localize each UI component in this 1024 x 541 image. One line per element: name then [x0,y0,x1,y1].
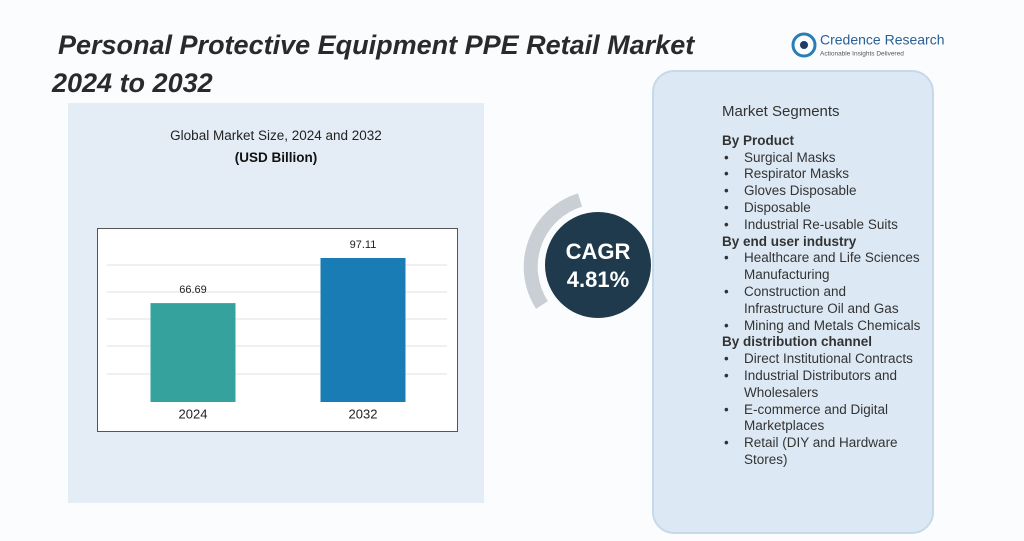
chart-title: Global Market Size, 2024 and 2032 [170,128,382,143]
segment-item: Direct Institutional Contracts [722,351,922,368]
segment-heading: By distribution channel [722,334,873,350]
cagr-ring [523,193,583,309]
title-years: 2024 to 2032 [52,68,213,98]
logo-name: Credence Research [820,32,945,48]
logo-tagline: Actionable Insights Delivered [820,51,904,58]
segment-item: Industrial Re-usable Suits [722,217,922,234]
segments: Market Segments By Product Surgical Masks… [722,103,922,469]
segment-item: Surgical Masks [722,150,922,167]
segment-item: Gloves Disposable [722,183,922,200]
logo-icon [791,32,817,58]
value-label: 97.11 [350,239,377,251]
segment-item: Disposable [722,200,922,217]
segment-heading: By Product [722,132,795,148]
cagr-value: 4.81% [567,267,629,292]
segment-item: Respirator Masks [722,166,922,183]
cagr-circle [545,212,651,318]
segment-list: Healthcare and Life Sciences Manufacturi… [722,250,922,334]
segment-item: Mining and Metals Chemicals [722,318,922,335]
x-tick-label: 2032 [349,406,378,421]
logo: Credence Research Actionable Insights De… [791,32,945,58]
segment-item: E-commerce and Digital Marketplaces [722,402,922,436]
bar [150,303,236,402]
segments-title: Market Segments [722,103,840,120]
cagr-badge: CAGR 4.81% [523,193,651,318]
segment-item: Industrial Distributors and Wholesalers [722,368,922,402]
bar [320,258,406,402]
bar-chart: 66.69 2024 97.11 2032 [97,228,458,432]
segment-list: Surgical MasksRespirator MasksGloves Dis… [722,150,922,234]
segment-heading: By end user industry [722,233,857,249]
segment-item: Retail (DIY and Hardware Stores) [722,435,922,469]
segment-item: Construction and Infrastructure Oil and … [722,284,922,318]
value-label: 66.69 [179,284,207,296]
segment-list: Direct Institutional ContractsIndustrial… [722,351,922,469]
logo-icon-dot [800,41,808,49]
cagr-label: CAGR [566,239,631,264]
x-tick-label: 2024 [179,406,208,421]
title: Personal Protective Equipment PPE Retail… [58,30,695,60]
chart-subtitle: (USD Billion) [234,150,318,165]
segment-item: Healthcare and Life Sciences Manufacturi… [722,250,922,284]
